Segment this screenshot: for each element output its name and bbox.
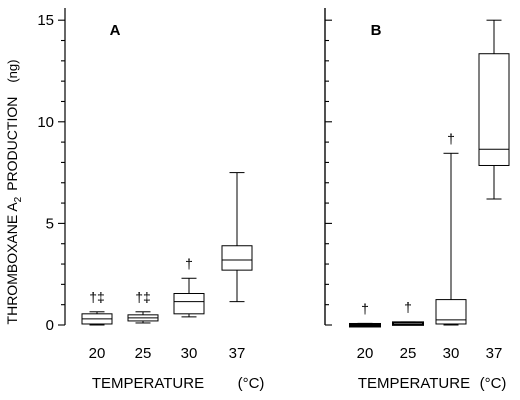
box-iqr: [173, 293, 205, 315]
x-category-label: 30: [443, 345, 460, 362]
y-tick-label: 5: [46, 215, 54, 232]
box-iqr: [221, 245, 253, 271]
significance-annotation: †‡: [89, 289, 105, 305]
significance-annotation: †‡: [135, 289, 151, 305]
significance-annotation: †: [185, 255, 193, 271]
panel-b: B † 20 † 25 † 30 37 TEMPERATURE (°C): [324, 8, 510, 392]
box-iqr: [392, 321, 424, 326]
x-category-label: 30: [181, 345, 198, 362]
x-category-label: 25: [135, 345, 152, 362]
x-category-label: 37: [486, 345, 503, 362]
x-axis-title: TEMPERATURE: [92, 375, 204, 392]
y-tick-label: 10: [37, 114, 54, 131]
significance-annotation: †: [447, 130, 455, 146]
panel-a: 0 5 10 15 A †‡ 20 †‡ 25 † 30 37 TEMPERATURE (°C): [37, 8, 264, 392]
x-axis-unit: (°C): [238, 375, 265, 392]
significance-annotation: †: [361, 300, 369, 316]
y-axis-title: THROMBOXANE A2PRODUCTION(ng): [4, 60, 24, 325]
panel-label: A: [110, 22, 121, 39]
y-tick-label: 0: [46, 317, 54, 334]
x-axis-unit: (°C): [480, 375, 507, 392]
x-category-label: 37: [229, 345, 246, 362]
x-category-label: 25: [400, 345, 417, 362]
significance-annotation: †: [404, 299, 412, 315]
x-axis-title: TEMPERATURE: [358, 375, 470, 392]
y-tick-label: 15: [37, 12, 54, 29]
x-category-label: 20: [89, 345, 106, 362]
panel-label: B: [371, 22, 382, 39]
x-category-label: 20: [357, 345, 374, 362]
box-iqr: [478, 53, 510, 166]
